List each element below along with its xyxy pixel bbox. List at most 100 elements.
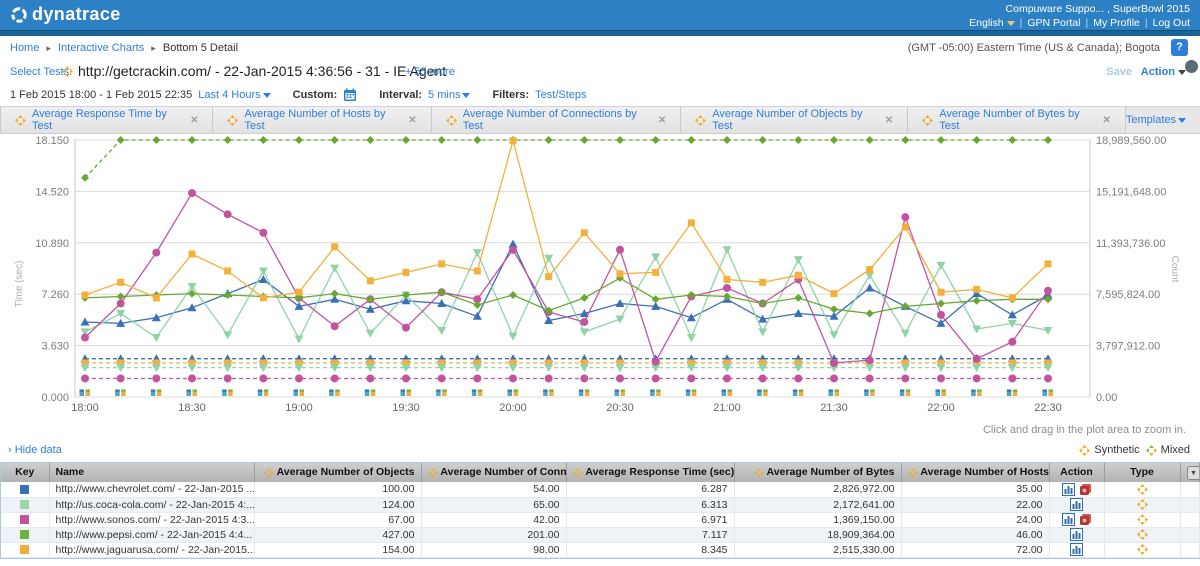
synthetic-icon [1079, 444, 1090, 456]
tab-label: Average Number of Connections by Test [463, 108, 648, 132]
synthetic-icon [62, 65, 73, 77]
svg-text:19:00: 19:00 [285, 402, 313, 414]
chart-action-icon[interactable] [1062, 483, 1075, 496]
help-button[interactable]: ? [1171, 39, 1188, 56]
cell-type [1104, 527, 1180, 542]
selected-test-name: http://getcrackin.com/ - 22-Jan-2015 4:3… [78, 63, 446, 79]
col-header-action[interactable]: Action [1049, 463, 1104, 482]
col-header-label: Type [1130, 467, 1154, 479]
cell-bytes: 2,172,641.00 [734, 497, 901, 512]
tab-close-icon[interactable]: ✕ [885, 115, 893, 126]
table-row[interactable]: http://www.sonos.com/ - 22-Jan-2015 4:3.… [1, 512, 1199, 527]
legend-mixed-label: Mixed [1161, 444, 1190, 456]
table-row[interactable]: http://www.jaguarusa.com/ - 22-Jan-2015.… [1, 542, 1199, 557]
chart-action-icon[interactable] [1070, 543, 1083, 556]
my-profile-link[interactable]: My Profile [1093, 17, 1140, 29]
cell-name: http://www.chevrolet.com/ - 22-Jan-2015 … [49, 482, 254, 497]
more-tests-link[interactable]: + 55 more [405, 66, 455, 78]
logo-text: dynatrace [32, 4, 121, 25]
filters-link[interactable]: Test/Steps [535, 89, 586, 101]
breadcrumb-home[interactable]: Home [10, 42, 39, 54]
cell-type [1104, 497, 1180, 512]
cell-response-time: 7.117 [566, 527, 734, 542]
language-select[interactable]: English [969, 17, 1014, 29]
col-header-label: Average Number of Connections [440, 467, 566, 479]
tab-average-number-of-bytes-by-test[interactable]: Average Number of Bytes by Test✕ [908, 107, 1126, 133]
svg-text:10.890: 10.890 [35, 238, 69, 250]
cell-hosts: 35.00 [901, 482, 1049, 497]
breadcrumb-interactive-charts[interactable]: Interactive Charts [58, 42, 144, 54]
templates-dropdown[interactable]: Templates [1126, 107, 1200, 133]
tab-average-response-time-by-test[interactable]: Average Response Time by Test✕ [0, 107, 213, 133]
cell-name: http://www.pepsi.com/ - 22-Jan-2015 4:4.… [49, 527, 254, 542]
table-row[interactable]: http://www.chevrolet.com/ - 22-Jan-2015 … [1, 482, 1199, 497]
chevron-down-icon [1178, 118, 1186, 123]
tab-close-icon[interactable]: ✕ [658, 115, 666, 126]
hide-data-link[interactable]: › Hide data [8, 444, 62, 456]
svg-text:14.520: 14.520 [35, 186, 69, 198]
cell-bytes: 1,369,150.00 [734, 512, 901, 527]
chart-action-icon[interactable] [1062, 513, 1075, 526]
tab-average-number-of-connections-by-test[interactable]: Average Number of Connections by Test ✕ [432, 107, 682, 133]
chart-action-icon[interactable] [1070, 528, 1083, 541]
col-header-average-response-time-sec-[interactable]: Average Response Time (sec)▲ [566, 463, 734, 482]
svg-text:22:00: 22:00 [927, 402, 955, 414]
col-header-label: Name [56, 467, 85, 479]
gpn-portal-link[interactable]: GPN Portal [1027, 17, 1080, 29]
tab-close-icon[interactable]: ✕ [190, 115, 198, 126]
table-row[interactable]: http://www.pepsi.com/ - 22-Jan-2015 4:4.… [1, 527, 1199, 542]
tab-average-number-of-objects-by-test[interactable]: Average Number of Objects by Test✕ [681, 107, 908, 133]
log-out-link[interactable]: Log Out [1153, 17, 1190, 29]
svg-text:7.260: 7.260 [41, 289, 69, 301]
cell-hosts: 46.00 [901, 527, 1049, 542]
cell-type [1104, 482, 1180, 497]
interval-label: Interval: [379, 89, 422, 101]
table-header-row: Key Name Average Number of Objects Averag… [1, 463, 1199, 482]
action-menu-button[interactable]: Action [1141, 66, 1186, 78]
series-key-swatch [20, 485, 29, 494]
export-action-icon[interactable] [1079, 513, 1092, 526]
col-header-average-number-of-bytes[interactable]: Average Number of Bytes [734, 463, 901, 482]
save-button[interactable]: Save [1106, 66, 1132, 78]
calendar-icon[interactable] [343, 88, 357, 102]
chart-action-icon[interactable] [1070, 498, 1083, 511]
svg-text:20:00: 20:00 [499, 402, 527, 414]
export-action-icon[interactable] [1079, 483, 1092, 496]
svg-text:19:30: 19:30 [392, 402, 420, 414]
timeseries-chart[interactable]: 0.0000.003.6303,797,912.007.2607,595,824… [0, 134, 1200, 434]
col-header-average-number-of-hosts[interactable]: Average Number of Hosts [901, 463, 1049, 482]
tab-close-icon[interactable]: ✕ [408, 115, 416, 126]
table-row[interactable]: http://us.coca-cola.com/ - 22-Jan-2015 4… [1, 497, 1199, 512]
filters-label: Filters: [492, 89, 529, 101]
col-header-label: Key [15, 467, 34, 479]
series-response-time-http-www-chevrolet-com- [81, 240, 1053, 327]
breadcrumb-row: Home ▸ Interactive Charts ▸ Bottom 5 Det… [0, 36, 1200, 60]
select-tests-row: Select Tests: http://getcrackin.com/ - 2… [0, 60, 1200, 84]
tab-average-number-of-hosts-by-test[interactable]: Average Number of Hosts by Test✕ [213, 107, 431, 133]
svg-text:20:30: 20:30 [606, 402, 634, 414]
data-toggle-row: › Hide data Synthetic Mixed [0, 442, 1200, 460]
col-header-label: Average Response Time (sec) [585, 467, 734, 479]
svg-text:18,989,560.00: 18,989,560.00 [1096, 135, 1166, 147]
cell-actions [1049, 497, 1104, 512]
cell-objects: 67.00 [254, 512, 421, 527]
col-header-key[interactable]: Key [1, 463, 49, 482]
svg-text:18.150: 18.150 [35, 135, 69, 147]
col-header-label: Average Number of Objects [277, 467, 415, 479]
col-header-type[interactable]: Type [1104, 463, 1180, 482]
col-header-average-number-of-connections[interactable]: Average Number of Connections [421, 463, 566, 482]
dynatrace-logo[interactable]: dynatrace [10, 4, 121, 25]
svg-text:0.00: 0.00 [1096, 392, 1117, 404]
column-chooser-button[interactable]: ▼ [1187, 466, 1200, 480]
svg-text:18:00: 18:00 [71, 402, 99, 414]
interval-dropdown[interactable]: 5 mins [428, 89, 470, 101]
synthetic-icon [15, 114, 26, 126]
col-header-name[interactable]: Name [49, 463, 254, 482]
chart-tab-bar: Average Response Time by Test✕Average Nu… [0, 106, 1200, 134]
synthetic-icon [264, 466, 274, 478]
cell-actions [1049, 482, 1104, 497]
time-preset-dropdown[interactable]: Last 4 Hours [198, 89, 270, 101]
col-header-average-number-of-objects[interactable]: Average Number of Objects [254, 463, 421, 482]
tab-close-icon[interactable]: ✕ [1102, 115, 1110, 126]
svg-text:21:00: 21:00 [713, 402, 741, 414]
